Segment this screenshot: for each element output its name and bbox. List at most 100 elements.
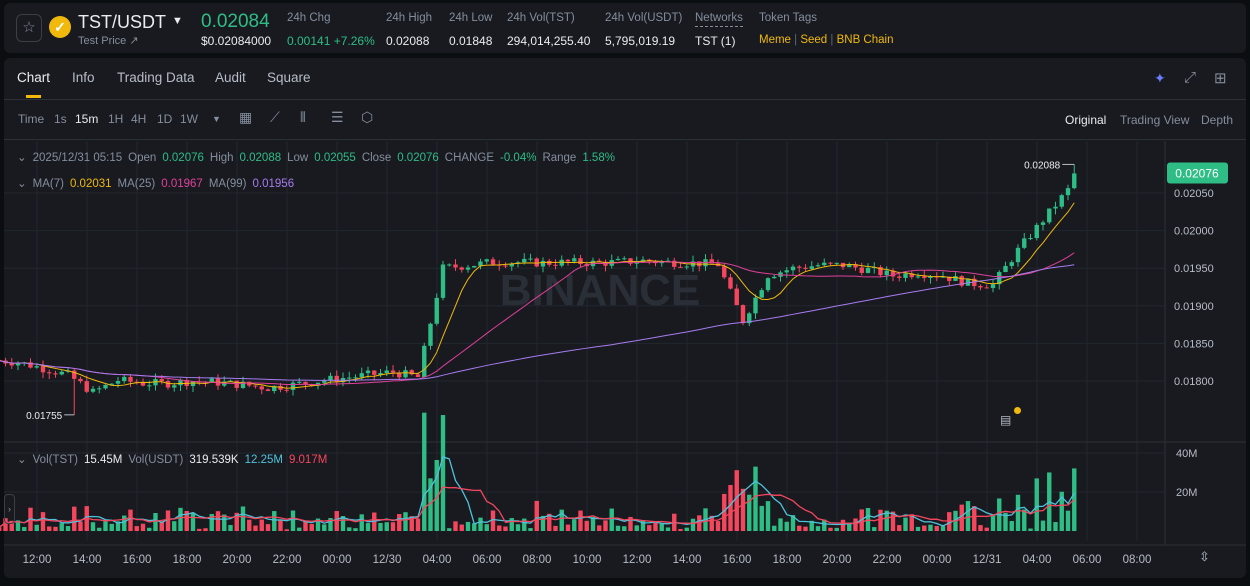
expand-sidebar-chevron-icon[interactable]: › — [4, 494, 15, 524]
candle-type-icon[interactable]: ⫴ — [300, 109, 306, 125]
volume-bar — [840, 519, 846, 531]
candle-body — [140, 382, 146, 386]
candle-body — [859, 267, 864, 273]
volume-bar — [922, 525, 927, 531]
volume-bar — [153, 512, 158, 531]
chart-settings-list-icon[interactable]: ☰ — [331, 109, 344, 125]
volume-bar — [415, 518, 421, 531]
tab-square[interactable]: Square — [267, 70, 311, 85]
indicator-chart-icon[interactable]: ⟋ — [270, 109, 280, 125]
candle-body — [984, 287, 989, 289]
favorite-star-icon[interactable]: ☆ — [16, 14, 42, 42]
volume-bar — [1059, 491, 1064, 531]
candle-body — [115, 381, 121, 384]
candle-body — [940, 276, 946, 278]
settings-hex-icon[interactable]: ⬡ — [361, 109, 374, 125]
stat-label: 24h Vol(USDT) — [605, 12, 683, 24]
volume-bar — [928, 524, 933, 531]
volume-bar — [903, 517, 908, 531]
tag-meme[interactable]: Meme — [759, 34, 791, 46]
candle-body — [328, 375, 333, 381]
view-trading-view[interactable]: Trading View — [1120, 113, 1190, 127]
volume-bar — [940, 526, 946, 531]
volume-bar — [384, 522, 389, 531]
x-tick-label: 12:00 — [23, 554, 52, 566]
volume-bar — [715, 521, 721, 531]
layout-grid-icon[interactable]: ⊞ — [1214, 70, 1227, 87]
stat-value-change: 0.00141 +7.26% — [287, 34, 375, 48]
volume-bar — [765, 501, 771, 531]
volume-bar — [615, 525, 621, 531]
tag-seed[interactable]: Seed — [800, 34, 828, 46]
token-tags-label: Token Tags — [759, 12, 817, 24]
volume-bar — [397, 513, 402, 531]
candle-body — [665, 260, 671, 262]
tag-bnb-chain[interactable]: BNB Chain — [836, 34, 894, 46]
x-tick-label: 08:00 — [523, 554, 552, 566]
volume-bar — [509, 518, 514, 531]
tab-trading-data[interactable]: Trading Data — [117, 70, 195, 85]
ma7-line — [0, 202, 1075, 389]
candle-body — [747, 313, 752, 324]
tab-audit[interactable]: Audit — [215, 70, 246, 85]
volume-bar — [197, 528, 202, 531]
candle-body — [553, 264, 558, 266]
fullscreen-icon[interactable]: ⤢ — [1184, 69, 1197, 86]
pair-selector[interactable]: TST/USDT — [78, 12, 166, 32]
volume-bar — [584, 520, 589, 531]
candle-body — [47, 372, 52, 374]
interval-1d[interactable]: 1D — [157, 112, 173, 126]
volume-bar — [1015, 494, 1021, 531]
volume-bar — [1034, 478, 1039, 531]
volume-bar — [597, 525, 602, 531]
view-original[interactable]: Original — [1065, 113, 1107, 127]
view-depth[interactable]: Depth — [1201, 113, 1234, 127]
candle-body — [678, 266, 683, 268]
candle-body — [297, 381, 302, 383]
collapse-chevron-icon[interactable]: ⌄ — [17, 152, 27, 164]
interval-15m[interactable]: 15m — [75, 112, 99, 126]
volume-bar — [622, 526, 627, 531]
candle-body — [834, 262, 839, 264]
interval-more-chevron-icon[interactable]: ▼ — [212, 114, 221, 124]
interval-1h[interactable]: 1H — [108, 112, 124, 126]
vol-ma2-line — [0, 486, 1075, 528]
collapse-chevron-icon[interactable]: ⌄ — [17, 454, 27, 466]
candle-body — [390, 370, 396, 373]
candle-body — [1072, 173, 1077, 189]
interval-1s[interactable]: 1s — [54, 112, 67, 126]
calendar-icon[interactable]: ▦ — [239, 109, 253, 125]
volume-bar — [709, 515, 714, 531]
candle-body — [384, 370, 389, 373]
candle-body — [965, 278, 971, 286]
x-tick-label: 12/30 — [373, 554, 402, 566]
tab-chart[interactable]: Chart — [17, 70, 51, 85]
ai-sparkle-icon[interactable]: ✦ — [1154, 70, 1166, 86]
candle-body — [440, 264, 446, 298]
volume-bar — [53, 526, 58, 531]
news-marker-icon[interactable]: ▤ — [1000, 413, 1012, 427]
chevron-down-icon[interactable]: ▼ — [172, 15, 183, 27]
volume-bar — [447, 528, 452, 531]
volume-bar — [109, 523, 114, 531]
x-tick-label: 04:00 — [423, 554, 452, 566]
tab-info[interactable]: Info — [72, 70, 95, 85]
candle-body — [547, 260, 552, 265]
volume-bar — [772, 525, 777, 531]
collapse-chevron-icon[interactable]: ⌄ — [17, 178, 27, 190]
volume-bar — [434, 459, 439, 531]
volume-bar — [253, 525, 258, 531]
test-price-link[interactable]: Test Price ↗ — [78, 35, 139, 47]
volume-bar — [47, 526, 52, 531]
volume-bar — [740, 488, 746, 531]
candle-body — [815, 265, 821, 267]
candle-body — [847, 264, 852, 268]
volume-bar — [778, 518, 783, 531]
interval-4h[interactable]: 4H — [131, 112, 147, 126]
networks-label[interactable]: Networks — [695, 12, 743, 27]
scale-reset-icon[interactable]: ⇳ — [1199, 549, 1210, 564]
candle-body — [490, 259, 496, 265]
interval-1w[interactable]: 1W — [180, 112, 198, 126]
volume-bar — [1028, 528, 1033, 531]
